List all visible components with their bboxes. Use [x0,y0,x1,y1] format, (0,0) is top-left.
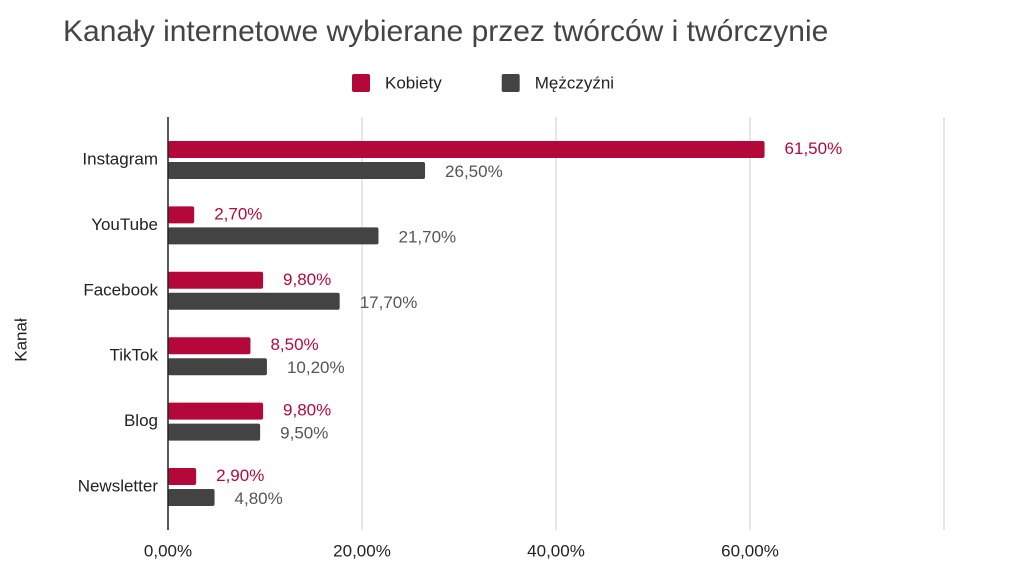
y-tick-label: Instagram [82,149,158,168]
bar [168,227,379,245]
y-tick-label: Facebook [83,280,158,299]
legend-label: Mężczyźni [535,73,614,92]
y-tick-label: TikTok [110,346,159,365]
bar [168,292,340,310]
y-tick-label: Newsletter [78,476,159,495]
bar [168,271,264,289]
bar [168,337,251,355]
bar [168,489,215,506]
y-axis-label: Kanał [11,318,30,362]
value-label: 17,70% [360,293,418,312]
bar [168,358,267,376]
bar [168,141,765,158]
bar [168,468,197,485]
value-label: 61,50% [785,139,843,158]
y-tick-label: Blog [124,411,158,430]
value-label: 21,70% [398,227,456,246]
value-label: 2,70% [214,204,262,223]
bar [168,206,195,224]
value-label: 4,80% [235,489,283,508]
value-label: 9,80% [283,270,331,289]
legend-swatch [352,74,370,92]
value-label: 8,50% [270,335,318,354]
bar [168,162,426,179]
y-tick-label: YouTube [91,215,158,234]
chart-title: Kanały internetowe wybierane przez twórc… [63,15,828,48]
legend-label: Kobiety [385,73,442,92]
bar [168,423,261,441]
legend-swatch [501,74,520,92]
value-label: 9,80% [283,401,331,420]
value-label: 9,50% [280,424,328,443]
value-label: 26,50% [445,162,503,181]
value-label: 2,90% [216,466,264,485]
x-tick-label: 40,00% [527,541,585,560]
bar [168,402,264,420]
value-label: 10,20% [287,358,345,377]
x-tick-label: 20,00% [333,541,391,560]
x-tick-label: 0,00% [144,541,192,560]
x-tick-label: 60,00% [721,541,779,560]
